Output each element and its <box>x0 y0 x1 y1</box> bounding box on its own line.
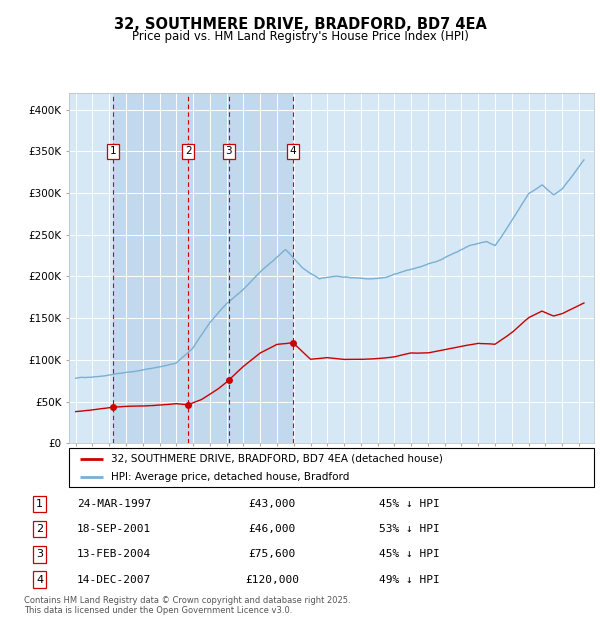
Text: Contains HM Land Registry data © Crown copyright and database right 2025.: Contains HM Land Registry data © Crown c… <box>24 596 350 606</box>
Text: 14-DEC-2007: 14-DEC-2007 <box>77 575 151 585</box>
Text: HPI: Average price, detached house, Bradford: HPI: Average price, detached house, Brad… <box>111 472 349 482</box>
Text: 1: 1 <box>110 146 116 156</box>
Text: £120,000: £120,000 <box>245 575 299 585</box>
Text: 13-FEB-2004: 13-FEB-2004 <box>77 549 151 559</box>
Text: 53% ↓ HPI: 53% ↓ HPI <box>379 525 440 534</box>
Text: 49% ↓ HPI: 49% ↓ HPI <box>379 575 440 585</box>
Text: This data is licensed under the Open Government Licence v3.0.: This data is licensed under the Open Gov… <box>24 606 292 616</box>
Text: 18-SEP-2001: 18-SEP-2001 <box>77 525 151 534</box>
Text: 45% ↓ HPI: 45% ↓ HPI <box>379 499 440 509</box>
Text: 2: 2 <box>185 146 191 156</box>
Bar <box>113 93 293 443</box>
Text: 4: 4 <box>36 575 43 585</box>
Text: £75,600: £75,600 <box>248 549 296 559</box>
Text: Price paid vs. HM Land Registry's House Price Index (HPI): Price paid vs. HM Land Registry's House … <box>131 30 469 43</box>
Text: £46,000: £46,000 <box>248 525 296 534</box>
Text: 32, SOUTHMERE DRIVE, BRADFORD, BD7 4EA: 32, SOUTHMERE DRIVE, BRADFORD, BD7 4EA <box>113 17 487 32</box>
Text: 3: 3 <box>36 549 43 559</box>
Text: 2: 2 <box>36 525 43 534</box>
Text: 45% ↓ HPI: 45% ↓ HPI <box>379 549 440 559</box>
Text: 3: 3 <box>226 146 232 156</box>
Text: £43,000: £43,000 <box>248 499 296 509</box>
Text: 24-MAR-1997: 24-MAR-1997 <box>77 499 151 509</box>
Text: 1: 1 <box>36 499 43 509</box>
Text: 32, SOUTHMERE DRIVE, BRADFORD, BD7 4EA (detached house): 32, SOUTHMERE DRIVE, BRADFORD, BD7 4EA (… <box>111 454 443 464</box>
Text: 4: 4 <box>290 146 296 156</box>
